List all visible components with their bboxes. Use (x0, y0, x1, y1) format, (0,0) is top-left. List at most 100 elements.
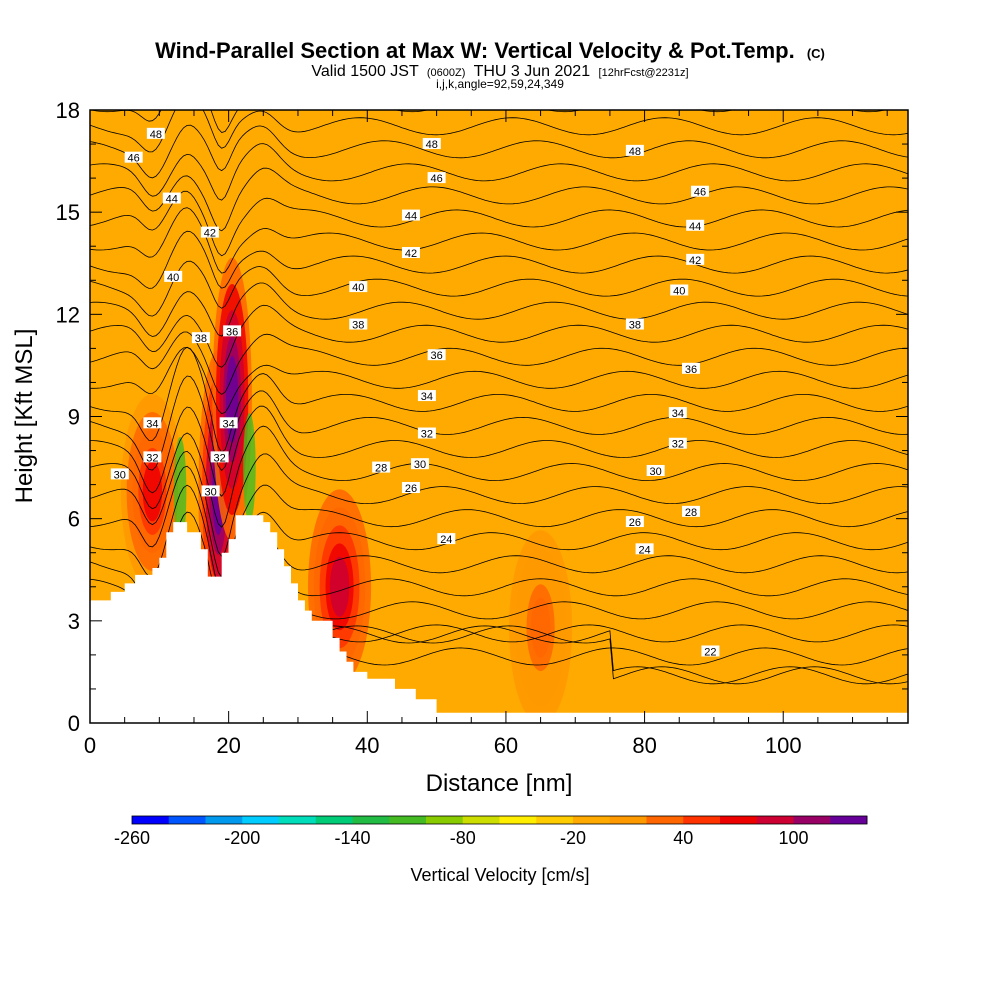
colorbar (131, 815, 868, 825)
y-tick-label: 15 (56, 200, 80, 225)
theta-contour-38 (90, 304, 908, 368)
contour-label-bg (349, 281, 368, 293)
contour-label-text: 34 (223, 418, 235, 430)
x-tick-label: 20 (216, 733, 240, 758)
terrain (90, 515, 908, 723)
contour-label-bg (417, 390, 436, 402)
colorbar-swatch (793, 816, 831, 824)
contour-label: 32 (210, 451, 229, 464)
contour-label-text: 40 (167, 272, 179, 284)
contour-label-bg (110, 468, 129, 480)
theta-contour-45 (90, 143, 908, 201)
contour-label: 34 (219, 417, 238, 430)
contour-label-text: 26 (405, 483, 417, 495)
colorbar-tick-label: 100 (778, 828, 808, 848)
axis-ticks (89, 109, 908, 724)
contour-label-bg (200, 226, 219, 238)
contour-label-bg (625, 516, 644, 528)
contour-label: 30 (110, 468, 129, 481)
contour-label-text: 42 (405, 248, 417, 260)
colorbar-swatch (132, 816, 170, 824)
contour-label-bg (646, 464, 665, 476)
contour-label-text: 40 (673, 285, 685, 297)
contour-label: 46 (427, 172, 446, 185)
contour-label-bg (219, 417, 238, 429)
contour-label: 30 (646, 464, 665, 478)
colorbar-swatch (389, 816, 427, 824)
contour-label-text: 32 (421, 429, 433, 441)
subtitle-fcst: [12hrFcst@2231z] (599, 67, 689, 79)
colorbar-swatch (609, 816, 647, 824)
contour-label: 36 (427, 349, 446, 362)
contour-label-bg (682, 362, 701, 374)
contour-label: 48 (625, 144, 644, 158)
contour-label-text: 40 (352, 282, 364, 294)
colorbar-swatch (573, 816, 611, 824)
colorbar-swatch (352, 816, 390, 824)
contour-label: 24 (635, 543, 654, 556)
velocity-cell-3-4 (329, 556, 350, 617)
colorbar-swatch (683, 816, 721, 824)
x-axis-title: Distance [nm] (426, 770, 573, 797)
subtitle-utc: (0600Z) (427, 67, 466, 79)
contour-label-bg (401, 482, 420, 494)
contour-label: 42 (686, 253, 705, 267)
contour-label-text: 32 (146, 452, 158, 464)
contour-label: 26 (401, 482, 420, 495)
contour-label-bg (682, 505, 701, 517)
contour-label: 44 (162, 192, 181, 206)
contour-label-text: 38 (195, 333, 207, 345)
theta-contour-43 (90, 190, 908, 257)
chart-title: Wind-Parallel Section at Max W: Vertical… (155, 38, 825, 63)
contour-label-text: 30 (114, 469, 126, 481)
contour-labels: 48 46 44 42 40 38 36 34 34 32 32 30 30 48 46 44 42 40 38 36… (110, 127, 720, 658)
colorbar-swatch (720, 816, 758, 824)
contour-label-bg (625, 144, 644, 156)
contour-label: 38 (191, 332, 210, 345)
theta-contour-44 (90, 167, 908, 232)
contour-label-bg (437, 533, 456, 545)
theta-contour-48 (90, 110, 887, 133)
contour-label-bg (427, 172, 446, 184)
x-tick-label: 60 (494, 733, 518, 758)
y-tick-label: 0 (68, 711, 80, 736)
contour-label-bg (635, 543, 654, 555)
contour-label: 40 (164, 270, 183, 284)
contour-label-text: 26 (629, 517, 641, 529)
contour-label: 36 (682, 362, 701, 376)
contour-label-text: 36 (226, 326, 238, 338)
contour-label-text: 22 (704, 646, 716, 658)
contour-label-bg (201, 485, 220, 497)
contour-label-bg (670, 284, 689, 296)
contour-label-bg (191, 332, 210, 344)
x-tick-label: 100 (765, 733, 802, 758)
velocity-cell-4-4 (530, 597, 551, 658)
x-tick-labels: 0 20 40 60 80 100 (84, 733, 802, 758)
contour-label-bg (668, 407, 687, 419)
colorbar-swatch (242, 816, 280, 824)
contour-label-text: 38 (629, 320, 641, 332)
contour-label: 26 (625, 516, 644, 529)
colorbar-swatch (168, 816, 206, 824)
chart-title-mark: (C) (807, 46, 825, 61)
contour-label-bg (223, 325, 242, 337)
contour-label: 48 (422, 138, 441, 151)
colorbar-tick-label: 40 (673, 828, 693, 848)
contour-label-text: 32 (672, 439, 684, 451)
theta-contour-32 (90, 425, 908, 528)
colorbar-swatch (830, 816, 868, 824)
contour-label-text: 34 (672, 408, 684, 420)
contour-label-text: 46 (128, 153, 140, 165)
chart-title-text: Wind-Parallel Section at Max W: Vertical… (155, 38, 795, 63)
downdraft-cell-1 (243, 413, 256, 523)
contour-label-bg (691, 185, 710, 197)
x-tick-label: 80 (632, 733, 656, 758)
velocity-cell-0-4 (142, 461, 163, 522)
contour-label-bg (401, 247, 420, 259)
colorbar-tick-label: -260 (114, 828, 150, 848)
theta-contour-35 (90, 346, 908, 454)
contour-label: 44 (401, 209, 420, 223)
contour-label-text: 30 (204, 486, 216, 498)
contour-label: 46 (124, 151, 143, 165)
contour-label-bg (372, 461, 391, 473)
